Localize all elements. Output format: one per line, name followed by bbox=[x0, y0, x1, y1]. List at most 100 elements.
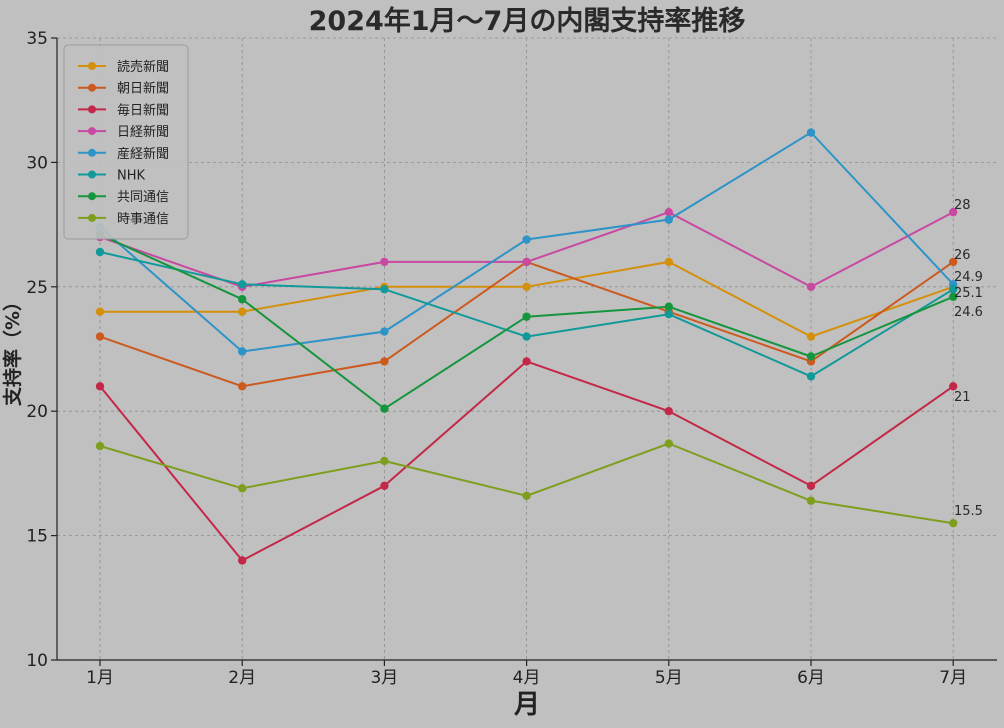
data-point bbox=[522, 491, 531, 500]
y-tick-label: 10 bbox=[26, 651, 48, 671]
x-axis-label: 月 bbox=[513, 690, 540, 720]
x-tick-label: 1月 bbox=[86, 668, 114, 688]
series-group bbox=[95, 357, 958, 565]
legend-label: 産経新聞 bbox=[117, 146, 169, 162]
data-point bbox=[806, 332, 816, 341]
data-point bbox=[664, 439, 673, 448]
legend-marker bbox=[88, 192, 96, 201]
legend-marker bbox=[88, 170, 96, 179]
data-point bbox=[95, 441, 105, 451]
data-point bbox=[522, 312, 531, 321]
data-point bbox=[380, 456, 389, 466]
data-point bbox=[380, 257, 389, 267]
data-point bbox=[380, 357, 389, 366]
axes: 10 15 20 25 30 35 1月 2月 3月 4月 5月 6月 7月 bbox=[26, 29, 997, 688]
x-tick-label: 7月 bbox=[939, 668, 967, 688]
x-tick-label: 2月 bbox=[228, 668, 256, 688]
data-point bbox=[664, 215, 673, 224]
data-point bbox=[380, 404, 389, 413]
data-point bbox=[380, 285, 389, 294]
data-point bbox=[949, 257, 958, 267]
end-value-label: 24.9 bbox=[954, 270, 983, 285]
data-point bbox=[664, 302, 673, 311]
data-point bbox=[522, 332, 531, 341]
series-group bbox=[95, 247, 958, 381]
end-value-label: 21 bbox=[954, 390, 971, 405]
legend-marker bbox=[88, 213, 96, 222]
data-point bbox=[380, 481, 389, 491]
x-tick-label: 3月 bbox=[370, 668, 398, 688]
y-axis-label: 支持率（%） bbox=[1, 292, 24, 407]
data-point bbox=[238, 280, 247, 289]
end-value-label: 24.6 bbox=[954, 305, 983, 320]
legend-entry: 読売新聞 bbox=[78, 59, 169, 75]
data-point bbox=[949, 285, 958, 294]
data-point bbox=[522, 257, 531, 267]
data-point bbox=[806, 481, 816, 491]
end-value-label: 28 bbox=[954, 198, 971, 213]
data-point bbox=[95, 307, 105, 316]
data-point bbox=[238, 307, 247, 316]
data-point bbox=[664, 207, 673, 217]
data-point bbox=[522, 235, 531, 244]
series-group bbox=[95, 257, 958, 341]
series-group bbox=[95, 439, 958, 528]
x-tick-label: 6月 bbox=[797, 668, 825, 688]
legend-entry: 産経新聞 bbox=[78, 146, 169, 162]
data-point bbox=[949, 292, 958, 301]
end-value-label: 26 bbox=[954, 248, 971, 263]
data-point bbox=[238, 382, 247, 391]
legend-entry: 朝日新聞 bbox=[78, 81, 169, 97]
legend-entry: 共同通信 bbox=[78, 190, 169, 205]
y-tick-label: 30 bbox=[26, 153, 48, 173]
legend-label: 毎日新聞 bbox=[117, 102, 169, 118]
legend-marker bbox=[88, 105, 96, 114]
data-point bbox=[238, 347, 247, 356]
data-point bbox=[664, 257, 673, 267]
data-point bbox=[664, 407, 673, 416]
data-point bbox=[806, 496, 816, 505]
y-tick-label: 15 bbox=[26, 527, 48, 547]
data-point bbox=[238, 295, 247, 304]
data-point bbox=[806, 282, 816, 291]
x-tick-label: 5月 bbox=[655, 668, 683, 688]
end-labels: 28 26 24.925.1 24.6 21 15.5 bbox=[954, 198, 983, 519]
legend-label: 日経新聞 bbox=[117, 124, 169, 140]
data-point bbox=[95, 382, 105, 391]
legend-label: 朝日新聞 bbox=[117, 81, 169, 97]
data-point bbox=[522, 357, 531, 366]
legend-entry: 毎日新聞 bbox=[78, 102, 169, 118]
legend-entry: 日経新聞 bbox=[78, 124, 169, 140]
legend-marker bbox=[88, 83, 96, 92]
data-point bbox=[522, 282, 531, 291]
legend-marker bbox=[88, 62, 96, 70]
legend-label: 共同通信 bbox=[117, 190, 169, 205]
legend-label: 時事通信 bbox=[117, 212, 169, 227]
legend-entry: NHK bbox=[78, 169, 146, 184]
legend-marker bbox=[88, 127, 96, 136]
data-point bbox=[806, 352, 816, 361]
data-point bbox=[380, 327, 389, 336]
data-point bbox=[806, 372, 816, 381]
y-tick-label: 25 bbox=[26, 278, 48, 298]
data-point bbox=[238, 484, 247, 493]
data-point bbox=[949, 382, 958, 391]
legend-entry: 時事通信 bbox=[78, 212, 169, 227]
end-value-label: 15.5 bbox=[954, 504, 983, 519]
end-value-label: 25.1 bbox=[954, 286, 983, 301]
legend-label: NHK bbox=[117, 169, 146, 184]
data-point bbox=[95, 332, 105, 341]
y-tick-label: 35 bbox=[26, 29, 48, 49]
y-tick-label: 20 bbox=[26, 402, 48, 422]
data-point bbox=[949, 207, 958, 217]
x-tick-label: 4月 bbox=[513, 668, 541, 688]
data-point bbox=[95, 247, 105, 257]
data-point bbox=[238, 556, 247, 565]
data-point bbox=[664, 309, 673, 319]
data-point bbox=[806, 128, 816, 137]
chart-title: 2024年1月〜7月の内閣支持率推移 bbox=[309, 5, 746, 37]
data-point bbox=[949, 518, 958, 528]
legend-marker bbox=[88, 148, 96, 157]
